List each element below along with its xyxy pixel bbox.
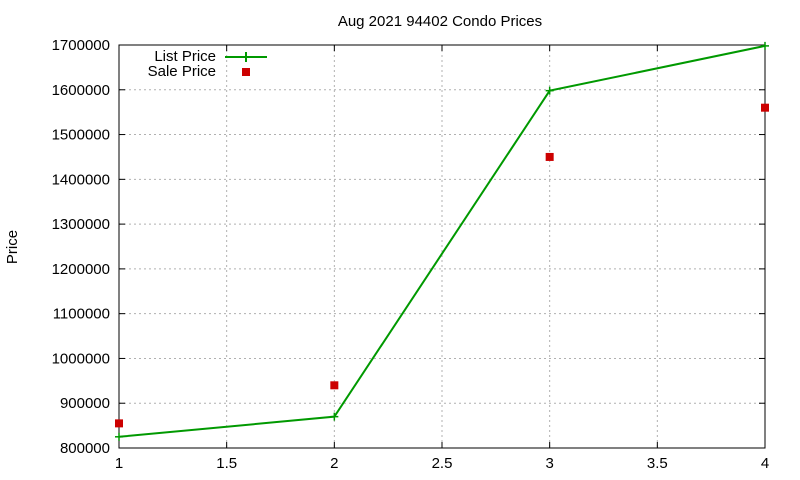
data-point-list-price — [115, 432, 123, 441]
y-tick-label: 1500000 — [52, 127, 110, 144]
legend-label-sale-price: Sale Price — [148, 63, 216, 80]
series-line-list-price — [118, 44, 766, 438]
data-point-list-price — [545, 86, 554, 95]
grid — [119, 45, 765, 448]
x-tick-label: 3.5 — [647, 455, 668, 472]
data-point-sale-price — [330, 381, 339, 390]
data-point-sale-price — [115, 419, 123, 428]
y-tick-label: 1200000 — [52, 261, 110, 278]
legend: List Price Sale Price — [148, 48, 267, 80]
axis-ticks: 800000 900000 1000000 1100000 1200000 1300000… — [52, 37, 770, 472]
data-point-sale-price — [761, 103, 769, 112]
series-layer — [115, 41, 769, 441]
x-tick-label: 1 — [115, 455, 123, 472]
y-tick-label: 900000 — [60, 395, 110, 412]
x-tick-label: 1.5 — [216, 455, 237, 472]
x-tick-label: 3 — [545, 455, 553, 472]
legend-marker-list-price — [241, 52, 251, 62]
y-tick-label: 1700000 — [52, 37, 110, 54]
chart-title: Aug 2021 94402 Condo Prices — [338, 13, 542, 30]
y-tick-label: 1100000 — [53, 306, 110, 323]
y-tick-label: 1600000 — [52, 82, 110, 99]
y-axis-label: Price — [4, 230, 21, 264]
legend-label-list-price: List Price — [154, 48, 216, 65]
x-tick-label: 2 — [330, 455, 338, 472]
data-point-list-price — [330, 412, 339, 421]
legend-marker-sale-price — [242, 68, 250, 76]
y-tick-label: 1000000 — [52, 350, 110, 367]
y-tick-label: 800000 — [60, 440, 110, 457]
x-tick-label: 2.5 — [432, 455, 453, 472]
y-tick-label: 1400000 — [52, 171, 110, 188]
y-tick-label: 1300000 — [52, 216, 110, 233]
x-tick-label: 4 — [761, 455, 769, 472]
data-point-sale-price — [545, 152, 554, 161]
data-point-list-price — [761, 41, 769, 50]
